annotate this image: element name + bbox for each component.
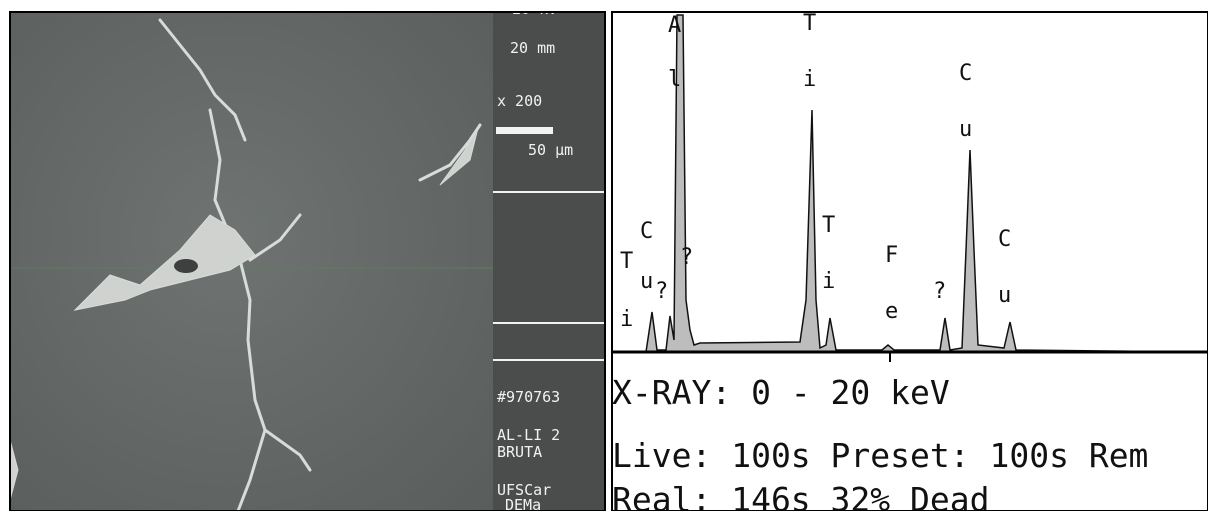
peak-label: C bbox=[640, 219, 653, 244]
footer-text: X-RAY: 0 - 20 keV bbox=[612, 373, 950, 412]
sem-text: 50 µm bbox=[528, 141, 573, 159]
sem-text: DEMa bbox=[505, 496, 541, 511]
peak-label: i bbox=[822, 269, 835, 294]
peak-label: ? bbox=[680, 245, 693, 270]
peak-label: T bbox=[822, 213, 835, 238]
sem-text: x 200 bbox=[497, 92, 542, 110]
peak-label: i bbox=[620, 307, 633, 332]
peak-label: l bbox=[668, 67, 681, 92]
peak-label: A bbox=[668, 13, 681, 38]
peak-label: T bbox=[620, 249, 633, 274]
peak-label: ? bbox=[933, 279, 946, 304]
peak-label: u bbox=[640, 269, 653, 294]
figure: 20 kV 20 mm x 200 50 µm #970763 AL-LI 2 … bbox=[0, 0, 1208, 511]
peak-label: i bbox=[803, 67, 816, 92]
peak-label: C bbox=[998, 227, 1011, 252]
sem-text: #970763 bbox=[497, 388, 560, 406]
footer-text: Real: 146s 32% Dead bbox=[612, 480, 990, 511]
spectrum: X-RAY: 0 - 20 keV Live: 100s Preset: 100… bbox=[612, 11, 1208, 511]
peak-label: u bbox=[959, 117, 972, 142]
footer-text: Live: 100s Preset: 100s Rem bbox=[612, 436, 1148, 475]
peak-label: u bbox=[998, 283, 1011, 308]
sem-text: BRUTA bbox=[497, 443, 542, 461]
sem-image: 20 kV 20 mm x 200 50 µm #970763 AL-LI 2 … bbox=[10, 0, 605, 511]
peak-label: ? bbox=[655, 279, 668, 304]
peak-label: T bbox=[803, 11, 816, 36]
peak-label: C bbox=[959, 61, 972, 86]
peak-label: F bbox=[885, 243, 898, 268]
sem-text: 20 kV bbox=[512, 0, 557, 18]
peak-label: e bbox=[885, 299, 898, 324]
sem-text: 20 mm bbox=[510, 39, 555, 57]
sem-text: AL-LI 2 bbox=[497, 426, 560, 444]
